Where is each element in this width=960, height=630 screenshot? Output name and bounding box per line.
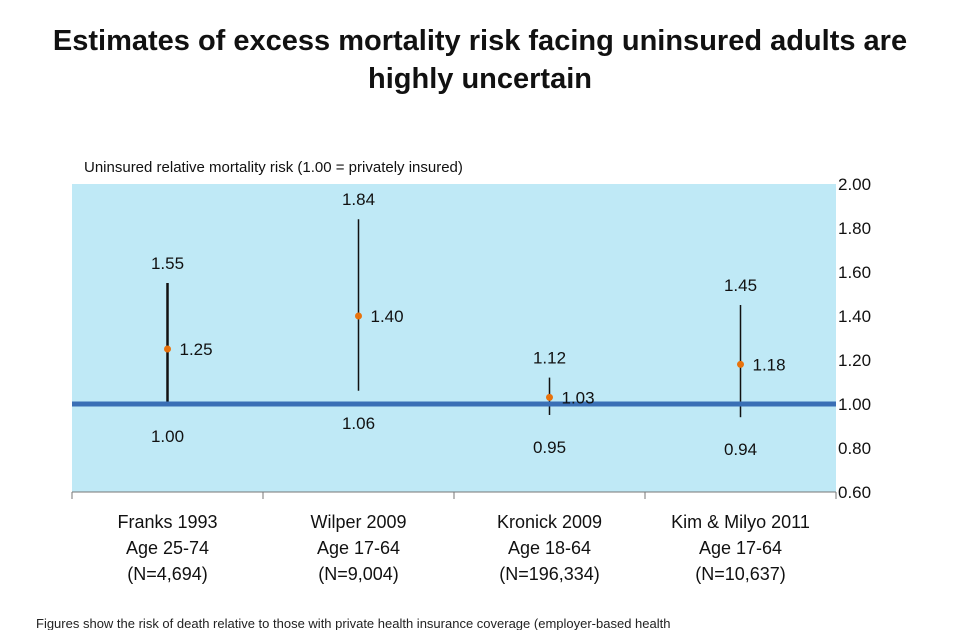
lower-bound-label: 1.06 (342, 414, 375, 433)
category-label: Age 18-64 (508, 538, 591, 558)
upper-bound-label: 1.55 (151, 254, 184, 273)
category-label: Franks 1993 (117, 512, 217, 532)
y-tick-label: 2.00 (838, 175, 871, 194)
chart-title-line-1: Estimates of excess mortality risk facin… (52, 25, 908, 57)
estimate-label: 1.25 (180, 340, 213, 359)
estimate-label: 1.18 (753, 355, 786, 374)
lower-bound-label: 0.94 (724, 440, 757, 459)
category-label: Age 25-74 (126, 538, 209, 558)
estimate-point (737, 360, 744, 368)
lower-bound-label: 1.00 (151, 427, 184, 446)
y-tick-label: 0.80 (838, 439, 871, 458)
category-label: Kim & Milyo 2011 (671, 512, 810, 532)
y-tick-label: 1.80 (838, 219, 871, 238)
footnote: Figures show the risk of death relative … (36, 616, 671, 630)
upper-bound-label: 1.84 (342, 190, 375, 209)
upper-bound-label: 1.45 (724, 276, 757, 295)
category-label: Age 17-64 (699, 538, 782, 558)
chart-title-line-2: highly uncertain (368, 63, 592, 95)
category-label: Age 17-64 (317, 538, 400, 558)
category-label: (N=4,694) (127, 564, 208, 584)
category-label: (N=196,334) (499, 564, 600, 584)
y-tick-label: 0.60 (838, 483, 871, 502)
y-tick-label: 1.60 (838, 263, 871, 282)
category-label: Kronick 2009 (497, 512, 602, 532)
plot-area (72, 184, 836, 492)
estimate-point (164, 345, 171, 353)
chart-title: Estimates of excess mortality risk facin… (0, 22, 960, 98)
y-axis-label: Uninsured relative mortality risk (1.00 … (84, 159, 463, 176)
y-tick-label: 1.40 (838, 307, 871, 326)
y-tick-label: 1.00 (838, 395, 871, 414)
estimate-point (355, 312, 362, 320)
lower-bound-label: 0.95 (533, 438, 566, 457)
category-label: (N=10,637) (695, 564, 786, 584)
estimate-point (546, 393, 553, 401)
category-label: (N=9,004) (318, 564, 399, 584)
estimate-label: 1.03 (562, 388, 595, 407)
upper-bound-label: 1.12 (533, 349, 566, 368)
estimate-label: 1.40 (371, 307, 404, 326)
y-tick-label: 1.20 (838, 351, 871, 370)
category-label: Wilper 2009 (310, 512, 406, 532)
